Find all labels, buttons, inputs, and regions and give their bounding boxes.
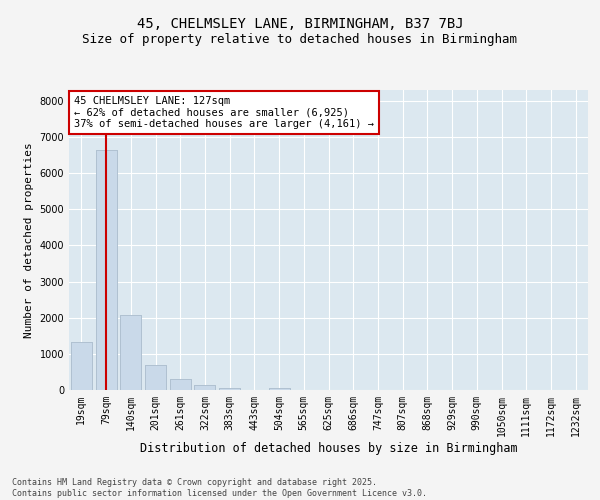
Bar: [71, 342, 92, 390]
Bar: [95, 150, 116, 390]
Bar: [145, 366, 166, 390]
Text: 45, CHELMSLEY LANE, BIRMINGHAM, B37 7BJ: 45, CHELMSLEY LANE, BIRMINGHAM, B37 7BJ: [137, 18, 463, 32]
Bar: [170, 379, 191, 390]
Bar: [194, 386, 215, 390]
Bar: [269, 388, 290, 390]
Y-axis label: Number of detached properties: Number of detached properties: [24, 142, 34, 338]
Bar: [145, 366, 166, 390]
Bar: [269, 388, 290, 390]
Bar: [120, 315, 141, 390]
Text: 45 CHELMSLEY LANE: 127sqm
← 62% of detached houses are smaller (6,925)
37% of se: 45 CHELMSLEY LANE: 127sqm ← 62% of detac…: [74, 96, 374, 129]
Text: Size of property relative to detached houses in Birmingham: Size of property relative to detached ho…: [83, 32, 517, 46]
Bar: [219, 388, 240, 390]
Bar: [194, 386, 215, 390]
Bar: [71, 342, 92, 390]
Text: Contains HM Land Registry data © Crown copyright and database right 2025.
Contai: Contains HM Land Registry data © Crown c…: [12, 478, 427, 498]
X-axis label: Distribution of detached houses by size in Birmingham: Distribution of detached houses by size …: [140, 442, 517, 454]
Bar: [219, 388, 240, 390]
Bar: [95, 150, 116, 390]
Bar: [170, 379, 191, 390]
Bar: [120, 315, 141, 390]
